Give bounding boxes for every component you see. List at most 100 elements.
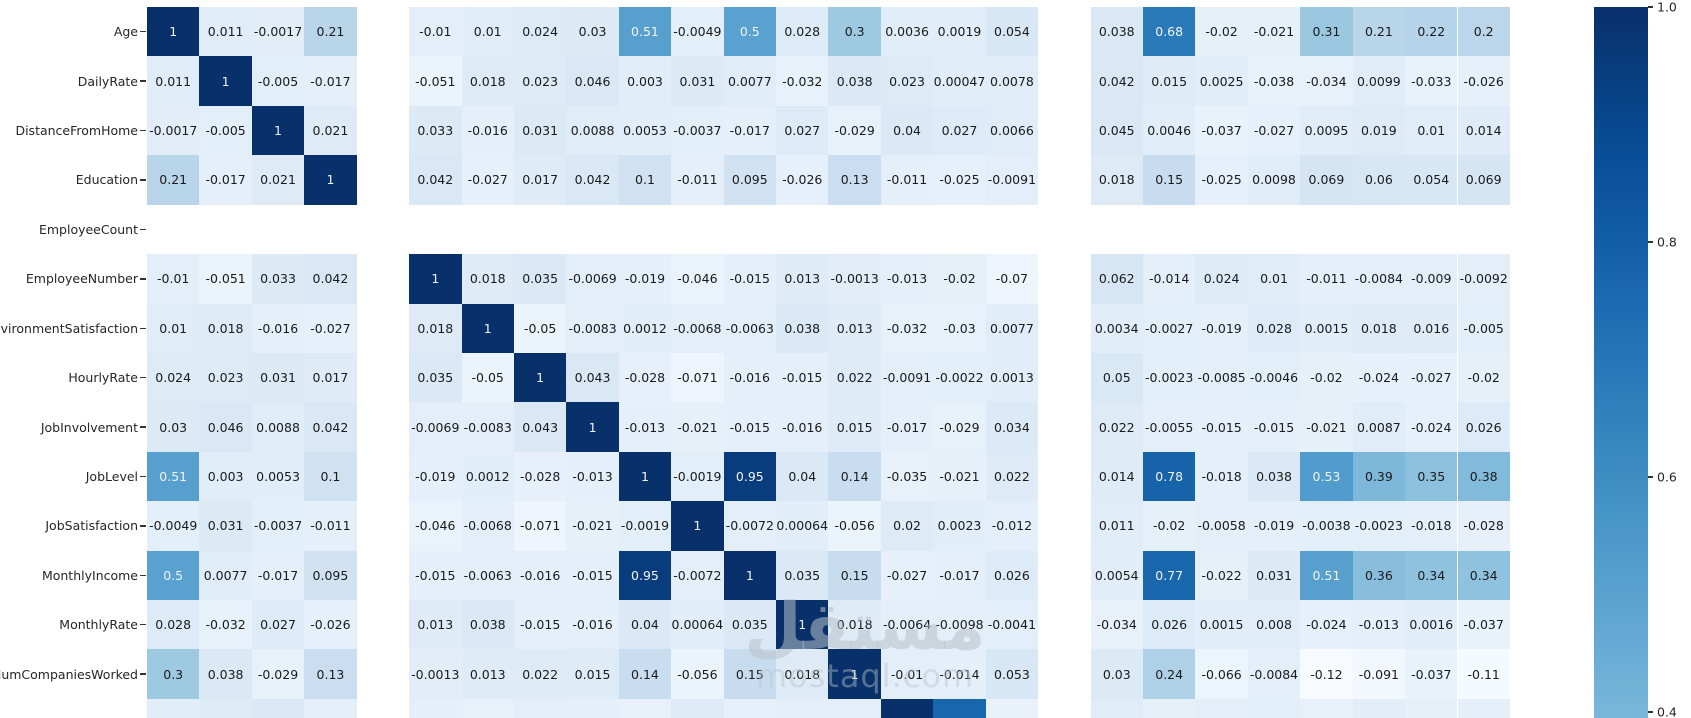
heatmap-cell: -0.015	[1247, 402, 1301, 452]
heatmap-cell: -0.017	[880, 402, 934, 452]
heatmap-cell: 0.053	[985, 649, 1039, 699]
heatmap-cell: -0.01	[147, 254, 200, 304]
heatmap-cell: 1	[513, 352, 567, 403]
heatmap-cell: -0.056	[828, 501, 881, 551]
heatmap-cell: -0.056	[671, 649, 724, 699]
heatmap-cell: 0.038	[1247, 451, 1301, 502]
heatmap-cell: -0.02	[1142, 501, 1196, 551]
heatmap-cell: -0.033	[1405, 56, 1458, 106]
heatmap-cell: -0.0084	[1352, 254, 1406, 304]
heatmap-cell: -0.027	[1405, 352, 1458, 403]
heatmap-cell: -0.05	[461, 352, 514, 403]
heatmap-cell: -0.0019	[671, 451, 724, 502]
heatmap-cell: -0.024	[1352, 352, 1406, 403]
heatmap-cell: 0.2	[1457, 7, 1510, 57]
heatmap-cell: 0.019	[1352, 105, 1406, 156]
heatmap-cell: 0.013	[828, 303, 881, 353]
heatmap-cell: 0.014	[1457, 105, 1510, 156]
heatmap-cell: -0.012	[985, 501, 1039, 551]
row-label: EmployeeNumber	[25, 271, 138, 287]
heatmap-cell: 0.15	[1142, 155, 1196, 205]
heatmap-cell: -0.032	[199, 600, 252, 650]
heatmap-cell: -0.017	[251, 550, 305, 601]
heatmap-cell: -0.03	[933, 303, 986, 353]
heatmap-cell: -0.046	[671, 254, 724, 304]
heatmap-cell: -0.0085	[1195, 352, 1248, 403]
heatmap-cell: 0.018	[1090, 155, 1143, 205]
heatmap-cell: -0.022	[1195, 550, 1248, 601]
heatmap-cell: 0.013	[776, 254, 829, 304]
heatmap-cell: 0.51	[147, 451, 200, 502]
heatmap-cell: -0.018	[1405, 501, 1458, 551]
y-axis-tick	[140, 475, 146, 478]
heatmap-cell: 0.022	[985, 451, 1039, 502]
heatmap-cell: -0.015	[723, 254, 777, 304]
heatmap-cell: 1	[409, 254, 462, 304]
heatmap-cell: -0.0098	[933, 600, 986, 650]
heatmap-cell: -0.02	[1300, 352, 1353, 403]
heatmap-cell: 1	[304, 155, 357, 205]
heatmap-cell: 0.78	[1142, 451, 1196, 502]
heatmap-cell: 0.027	[251, 600, 305, 650]
heatmap-cell: 0.0023	[933, 501, 986, 551]
heatmap-cell: 0.011	[1090, 501, 1143, 551]
y-axis-tick	[140, 624, 146, 626]
heatmap-cell: -0.02	[933, 254, 986, 304]
heatmap-cell: -0.0069	[409, 402, 462, 452]
heatmap-cell: -0.02	[1457, 352, 1510, 403]
heatmap-cell: -0.027	[304, 303, 357, 353]
heatmap-cell: -0.071	[513, 501, 567, 551]
heatmap-cell: -0.013	[1352, 600, 1406, 650]
heatmap-cell: 0.0087	[1352, 402, 1406, 452]
heatmap-cell: 0.038	[776, 303, 829, 353]
row-label: Education	[75, 172, 138, 188]
heatmap-cell: -0.0064	[776, 698, 829, 718]
heatmap-cell: 0.031	[1247, 550, 1301, 601]
heatmap-cell: 0.014	[1090, 451, 1143, 502]
heatmap-cell: 0.14	[828, 451, 881, 502]
y-axis-tick	[140, 327, 146, 329]
heatmap-cell: 0.054	[985, 7, 1039, 57]
heatmap-cell: -0.005	[1457, 303, 1510, 353]
heatmap-cell: 0.0025	[1195, 56, 1248, 106]
y-axis-tick	[140, 673, 146, 675]
heatmap-cell: 0.015	[828, 402, 881, 452]
heatmap-cell: 1	[828, 649, 881, 699]
heatmap-cell: 0.04	[251, 698, 305, 718]
heatmap-cell: 0.01	[1405, 105, 1458, 156]
heatmap-cell: 0.31	[1300, 7, 1353, 57]
heatmap-cell: 0.023	[513, 56, 567, 106]
heatmap-cell: -0.071	[671, 352, 724, 403]
heatmap-cell: -0.005	[251, 56, 305, 106]
heatmap-cell: 0.095	[723, 155, 777, 205]
heatmap-cell: -0.014	[933, 649, 986, 699]
heatmap-cell: -0.011	[304, 698, 357, 718]
heatmap-cell: 0.15	[828, 550, 881, 601]
heatmap-cell: 0.01	[147, 303, 200, 353]
heatmap-cell: -0.0092	[1457, 254, 1510, 304]
heatmap-cell: 0.04	[618, 600, 672, 650]
heatmap-cell: -0.0023	[1352, 501, 1406, 551]
heatmap-cell: 0.033	[409, 105, 462, 156]
heatmap-cell: 0.0098	[1247, 155, 1301, 205]
heatmap-cell: -0.016	[723, 352, 777, 403]
colorbar-tick	[1648, 6, 1653, 8]
heatmap-cell: -0.0063	[461, 550, 514, 601]
heatmap-cell: -0.0017	[147, 105, 200, 156]
heatmap-cell: 0.027	[776, 105, 829, 156]
heatmap-cell: 0.5	[723, 7, 777, 57]
heatmap-cell: 0.021	[304, 105, 357, 156]
heatmap-cell: 0.0019	[933, 7, 986, 57]
heatmap-cell: 0.013	[409, 600, 462, 650]
heatmap-cell: 0.0088	[251, 402, 305, 452]
heatmap-cell: -0.0037	[251, 501, 305, 551]
heatmap-cell: -0.015	[566, 550, 619, 601]
heatmap-cell: 0.0012	[618, 303, 672, 353]
heatmap-cell: 0.018	[776, 649, 829, 699]
y-axis-tick	[140, 129, 146, 132]
heatmap-cell: 0.15	[723, 649, 777, 699]
heatmap-cell: 0.042	[409, 155, 462, 205]
colorbar-tick-label: 0.6	[1657, 469, 1677, 485]
heatmap-cell: 0.0077	[199, 550, 252, 601]
heatmap-cell: -0.01	[880, 649, 934, 699]
